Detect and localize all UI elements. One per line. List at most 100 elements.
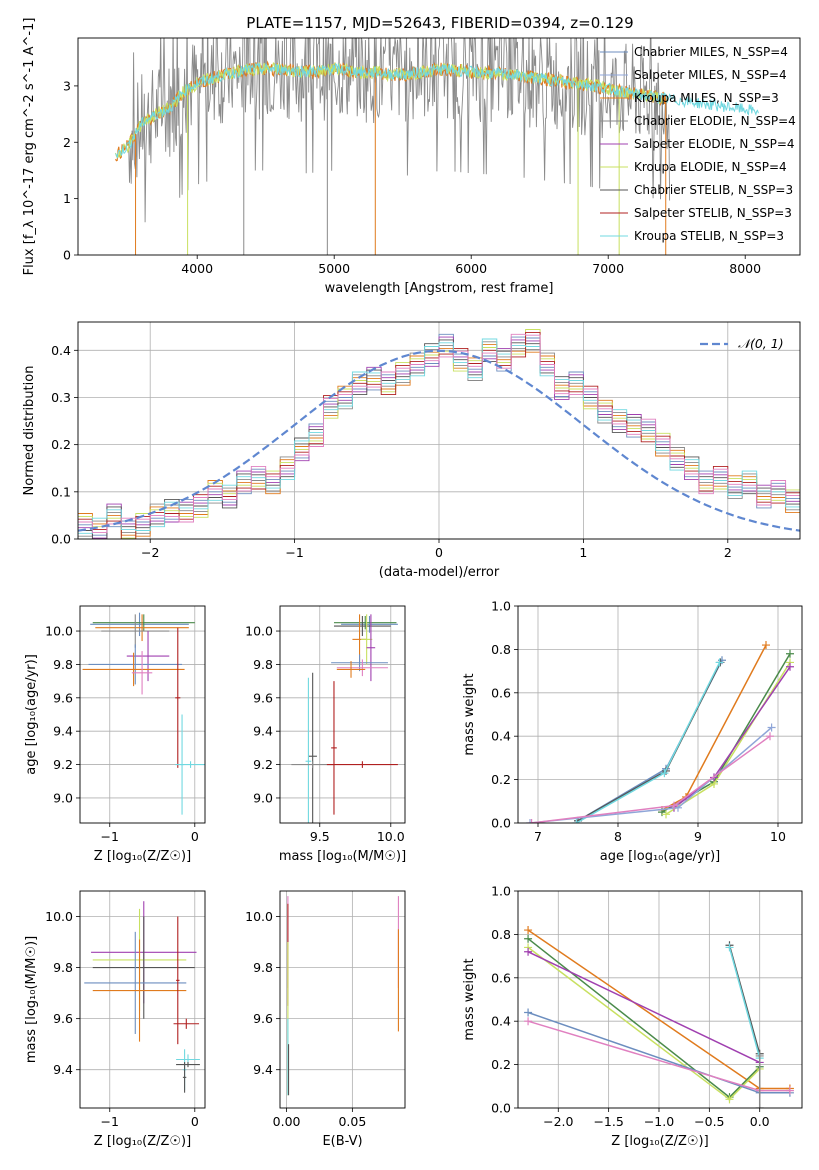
series-marker: [662, 810, 670, 819]
error-bar-point: [82, 652, 185, 687]
legend-label: Chabrier MILES, N_SSP=4: [634, 45, 788, 59]
error-bar-point: [176, 916, 180, 1045]
error-bar-point: [176, 1062, 200, 1068]
error-bar-point: [336, 659, 388, 677]
y-tick-label: 0.4: [51, 343, 71, 358]
error-bar-point: [333, 616, 391, 637]
y-axis-label: age [log₁₀(age/yr)]: [24, 654, 39, 775]
series-marker: [767, 723, 776, 732]
x-tick-label: 0: [191, 1114, 199, 1129]
x-tick-label: 5000: [318, 261, 350, 276]
y-tick-label: 0.0: [491, 1101, 511, 1116]
series-marker: [762, 641, 770, 650]
legend-label: 𝒩(0, 1): [738, 336, 784, 351]
plot-area: [115, 38, 759, 255]
series-marker: [725, 1095, 734, 1104]
y-tick-label: 1: [63, 191, 71, 206]
y-tick-label: 2: [63, 135, 71, 150]
legend-label: Salpeter ELODIE, N_SSP=4: [634, 137, 795, 151]
plot-frame: [79, 605, 206, 824]
x-tick-label: −1: [101, 829, 119, 844]
plot-frame: [517, 890, 803, 1109]
x-tick-label: 2: [724, 545, 732, 560]
y-tick-label: 0.8: [491, 642, 511, 657]
y-tick-label: 0.2: [491, 772, 511, 787]
y-tick-label: 10.0: [45, 624, 73, 639]
x-tick-label: −1: [285, 545, 303, 560]
x-tick-label: −0.5: [694, 1114, 724, 1129]
plot-frame: [77, 37, 801, 256]
error-bar-point: [90, 612, 189, 637]
x-axis-label: Z [log₁₀(Z/Z☉)]: [94, 849, 191, 864]
x-tick-label: 9: [694, 829, 702, 844]
x-tick-label: 8: [614, 829, 622, 844]
series-marker: [527, 819, 536, 823]
y-tick-label: 9.2: [253, 757, 273, 772]
legend-label: Salpeter MILES, N_SSP=4: [634, 68, 787, 82]
plot-frame: [77, 321, 801, 540]
spectrum-model-kroupa-stelib: [115, 62, 759, 158]
y-axis-label: mass weight: [462, 673, 477, 755]
error-bar-point: [326, 761, 398, 768]
y-tick-label: 9.2: [53, 757, 73, 772]
series-marker: [755, 1104, 764, 1108]
y-tick-label: 0.6: [491, 685, 511, 700]
x-tick-label: 1: [579, 545, 587, 560]
y-tick-label: 0.6: [491, 970, 511, 985]
y-tick-label: 0: [63, 248, 71, 263]
series-line: [524, 943, 764, 1104]
x-tick-label: 0: [191, 829, 199, 844]
y-tick-label: 0.2: [51, 437, 71, 452]
x-axis-label: mass [log₁₀(M/M☉)]: [279, 849, 406, 864]
error-bar-point: [308, 672, 317, 823]
panel-spectrum: 4000 5000 6000 7000 8000 0 1 2 3 wavelength [Angs…: [22, 18, 801, 296]
series-marker: [786, 662, 794, 671]
y-tick-label: 0.8: [491, 927, 511, 942]
legend-label: Kroupa MILES, N_SSP=3: [634, 91, 779, 105]
x-axis-label: wavelength [Angstrom, rest frame]: [325, 281, 554, 296]
y-tick-label: 0.0: [51, 532, 71, 547]
series-line: [755, 1051, 764, 1108]
x-tick-label: 10.0: [377, 829, 405, 844]
plot-area: [291, 614, 398, 823]
series-marker: [670, 801, 678, 810]
plot-frame: [279, 890, 406, 1109]
x-tick-label: −1.5: [593, 1114, 623, 1129]
y-tick-label: 10.0: [245, 624, 273, 639]
y-tick-label: 9.4: [53, 1062, 73, 1077]
error-bar-point: [173, 1018, 200, 1029]
plot-frame: [279, 605, 406, 824]
error-bar-point: [95, 614, 189, 642]
y-tick-label: 9.0: [253, 790, 273, 805]
x-tick-label: 0: [435, 545, 443, 560]
series-line: [574, 656, 726, 823]
plot-area: [84, 901, 200, 1093]
series-marker: [524, 947, 533, 956]
series-marker: [785, 1086, 794, 1095]
series-path: [577, 662, 722, 822]
legend-label: Chabrier ELODIE, N_SSP=4: [634, 114, 796, 128]
x-axis-label: (data-model)/error: [379, 565, 500, 580]
y-tick-label: 9.8: [53, 960, 73, 975]
y-tick-label: 0.1: [51, 484, 71, 499]
series-line: [725, 943, 764, 1063]
series-line: [658, 649, 794, 817]
y-tick-label: 0.4: [491, 1014, 511, 1029]
legend-label: Salpeter STELIB, N_SSP=3: [634, 206, 792, 220]
y-tick-label: 9.6: [253, 1011, 273, 1026]
normal-curve: [78, 349, 800, 532]
y-tick-label: 10.0: [45, 909, 73, 924]
y-tick-label: 0.4: [491, 729, 511, 744]
series-marker: [524, 1008, 533, 1017]
series-line: [524, 947, 764, 1067]
x-tick-label: −2: [141, 545, 159, 560]
series-line: [725, 941, 764, 1058]
plot-area: [524, 926, 794, 1108]
error-bar-point: [366, 614, 376, 682]
y-tick-label: 9.0: [53, 790, 73, 805]
panel-age-vs-Z: −1 0 9.0 9.2 9.4 9.6 9.8 10.0 Z [log₁₀(Z/Z☉)] age…: [24, 605, 206, 864]
x-tick-label: 10: [770, 829, 786, 844]
histogram-step: [78, 333, 800, 533]
series-line: [572, 658, 724, 823]
y-tick-label: 9.4: [253, 1062, 273, 1077]
